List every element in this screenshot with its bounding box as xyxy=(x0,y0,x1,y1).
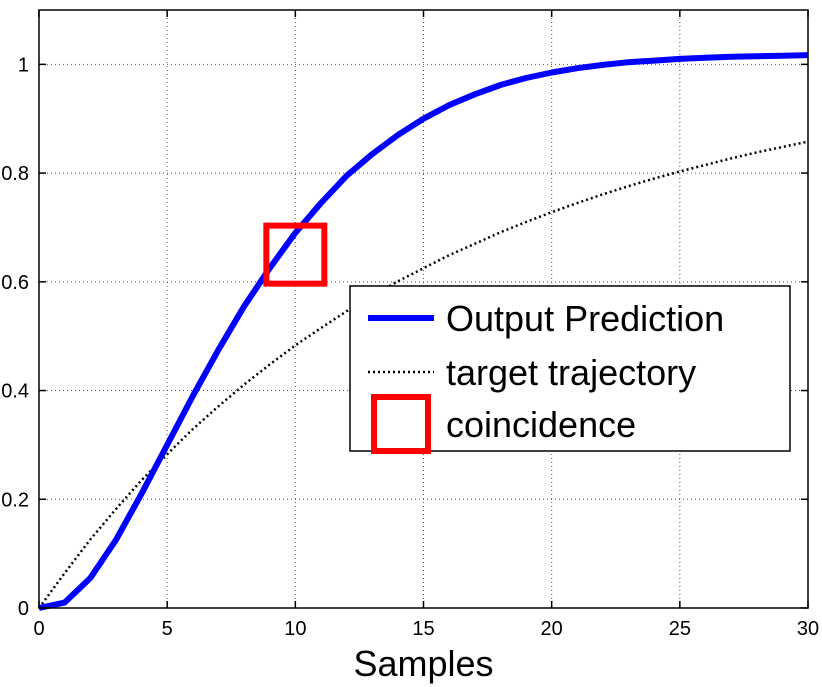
y-tick-label: 0.2 xyxy=(1,489,29,511)
series-layer xyxy=(37,52,809,611)
y-tick-label: 0.4 xyxy=(1,381,29,403)
x-tick-label: 5 xyxy=(162,618,173,640)
x-tick-label: 0 xyxy=(33,618,44,640)
legend-label-coincidence: coincidence xyxy=(446,404,636,445)
y-tick-label: 0.6 xyxy=(1,272,29,294)
marker-layer xyxy=(263,222,328,287)
x-tick-label: 20 xyxy=(541,618,563,640)
tick-layer: 0 5 10 15 20 25 30 0 0.2 0.4 0.6 0.8 1 xyxy=(1,10,819,640)
x-tick-label: 15 xyxy=(412,618,434,640)
coincidence-marker xyxy=(263,222,328,287)
legend-box xyxy=(349,285,791,452)
legend-swatch-coincidence xyxy=(371,394,431,454)
y-tick-label: 0 xyxy=(18,598,29,620)
x-axis-label: Samples xyxy=(353,643,493,684)
x-tick-label: 10 xyxy=(284,618,306,640)
legend-label-prediction: Output Prediction xyxy=(446,298,724,339)
y-tick-label: 1 xyxy=(18,54,29,76)
x-tick-label: 30 xyxy=(797,618,819,640)
y-tick-label: 0.8 xyxy=(1,163,29,185)
x-tick-label: 25 xyxy=(669,618,691,640)
legend-label-target: target trajectory xyxy=(446,352,696,393)
legend: Output Prediction target trajectory coinci… xyxy=(349,285,791,454)
output-prediction-line xyxy=(38,52,809,611)
target-trajectory-line xyxy=(37,140,809,609)
